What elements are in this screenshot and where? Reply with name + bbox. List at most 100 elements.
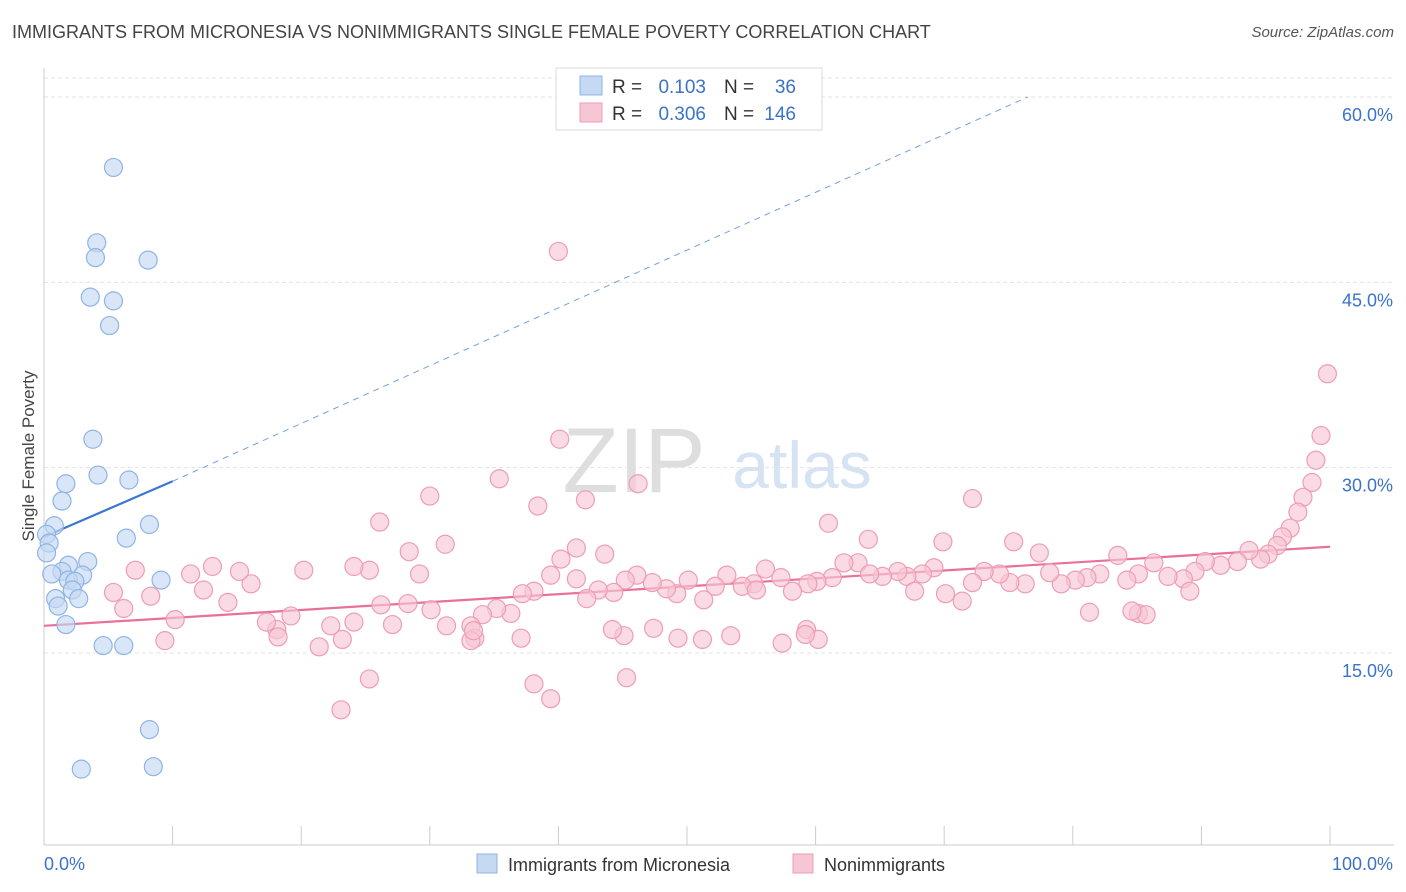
nonimmigrant-point — [1108, 545, 1128, 565]
micronesia-point — [56, 614, 76, 635]
nonimmigrant-point — [165, 610, 185, 630]
nonimmigrant-point — [834, 553, 854, 573]
legend-n-label: N = — [724, 104, 754, 125]
micronesia-point — [103, 157, 124, 178]
legend-n-value: 146 — [764, 104, 796, 125]
nonimmigrant-point — [678, 570, 698, 590]
nonimmigrant-point — [952, 591, 972, 611]
y-axis-label: Single Female Poverty — [19, 370, 38, 542]
legend-r-label: R = — [612, 104, 642, 125]
nonimmigrant-point — [1180, 581, 1200, 601]
nonimmigrant-point — [321, 616, 341, 636]
nonimmigrant-point — [642, 572, 662, 593]
nonimmigrant-point — [268, 627, 288, 647]
chart-source: Source: ZipAtlas.com — [1251, 24, 1394, 41]
micronesia-point — [85, 248, 106, 268]
nonimmigrant-point — [616, 668, 637, 688]
nonimmigrant-point — [399, 542, 419, 562]
nonimmigrant-point — [1051, 574, 1071, 594]
nonimmigrant-point — [229, 561, 250, 582]
nonimmigrant-point — [281, 606, 301, 626]
nonimmigrant-point — [202, 556, 223, 577]
legend-n-value: 36 — [775, 77, 796, 98]
nonimmigrant-point — [595, 544, 615, 564]
nonimmigrant-point — [512, 584, 532, 604]
micronesia-point — [143, 757, 163, 777]
nonimmigrant-point — [1029, 543, 1049, 563]
nonimmigrant-point — [575, 490, 596, 510]
legend-top: R = 0.103 N = 36 R = 0.306 N = 146 — [555, 67, 823, 131]
nonimmigrant-point — [548, 241, 569, 262]
micronesia-point — [36, 543, 57, 563]
micronesia-point — [69, 589, 89, 609]
nonimmigrant-point — [668, 628, 688, 648]
nonimmigrant-point — [1158, 566, 1178, 586]
nonimmigrant-point — [435, 534, 455, 554]
legend-bottom-label-micronesia: Immigrants from Micronesia — [508, 855, 731, 875]
nonimmigrant-point — [550, 429, 570, 449]
legend-bottom-label-nonimmigrants: Nonimmigrants — [824, 855, 945, 875]
micronesia-point — [42, 564, 62, 584]
micronesia-point — [114, 635, 134, 656]
nonimmigrant-point — [692, 629, 713, 650]
nonimmigrant-point — [331, 700, 351, 720]
legend-bottom-swatch-blue — [476, 853, 498, 874]
nonimmigrant-point — [421, 600, 441, 620]
nonimmigrant-point — [933, 532, 953, 552]
tick-labels: 15.0% 30.0% 45.0% 60.0% 0.0% 100.0% — [44, 105, 1393, 874]
nonimmigrant-point — [359, 669, 379, 689]
nonimmigrant-point — [974, 561, 994, 582]
nonimmigrant-point — [782, 581, 803, 601]
micronesia-point — [93, 635, 113, 656]
nonimmigrant-point — [294, 560, 314, 580]
nonimmigrant-point — [717, 565, 737, 585]
nonimmigrant-point — [309, 637, 329, 657]
nonimmigrant-point — [818, 513, 839, 533]
nonimmigrant-point — [615, 570, 635, 590]
micronesia-point — [139, 720, 160, 740]
nonimmigrant-point — [935, 584, 956, 604]
x-tick-label: 0.0% — [44, 854, 85, 874]
nonimmigrant-point — [524, 674, 544, 694]
y-tick-label: 15.0% — [1342, 661, 1393, 681]
legend-bottom: Immigrants from Micronesia Nonimmigrants — [476, 853, 945, 875]
nonimmigrant-point — [1302, 472, 1322, 493]
nonimmigrant-point — [1239, 540, 1259, 561]
micronesia-trend-line — [43, 480, 174, 538]
nonimmigrant-point — [1288, 502, 1308, 522]
nonimmigrant-point — [551, 549, 571, 569]
nonimmigrant-point — [1040, 563, 1060, 583]
nonimmigrant-point — [125, 560, 145, 580]
watermark: ZIP atlas — [562, 410, 871, 512]
nonimmigrant-point — [420, 486, 440, 506]
nonimmigrant-point — [1004, 532, 1024, 552]
watermark-atlas: atlas — [732, 428, 871, 502]
legend-r-value: 0.103 — [658, 77, 706, 98]
micronesia-point — [99, 315, 120, 336]
nonimmigrant-point — [1144, 553, 1164, 573]
nonimmigrant-point — [962, 572, 983, 593]
nonimmigrant-point — [1317, 364, 1338, 384]
nonimmigrant-point — [103, 582, 124, 603]
nonimmigrant-point — [371, 595, 391, 615]
nonimmigrant-point — [398, 593, 418, 614]
nonimmigrant-point — [193, 580, 214, 600]
micronesia-point — [151, 570, 171, 590]
micronesia-point — [83, 429, 103, 449]
nonimmigrant-point — [860, 564, 880, 584]
nonimmigrant-point — [332, 629, 352, 650]
nonimmigrant-point — [409, 564, 430, 584]
legend-swatch-blue — [579, 75, 603, 96]
nonimmigrant-point — [771, 568, 791, 588]
legend-swatch-pink — [579, 102, 603, 123]
y-tick-label: 45.0% — [1342, 290, 1393, 310]
nonimmigrant-point — [489, 469, 509, 489]
nonimmigrant-point — [511, 628, 531, 648]
nonimmigrant-point — [141, 586, 161, 606]
nonimmigrant-point — [566, 538, 587, 558]
nonimmigrant-point — [1117, 570, 1137, 590]
nonimmigrant-point — [566, 569, 587, 589]
micronesia-trend-extension — [172, 96, 1028, 482]
nonimmigrant-point — [463, 621, 484, 641]
